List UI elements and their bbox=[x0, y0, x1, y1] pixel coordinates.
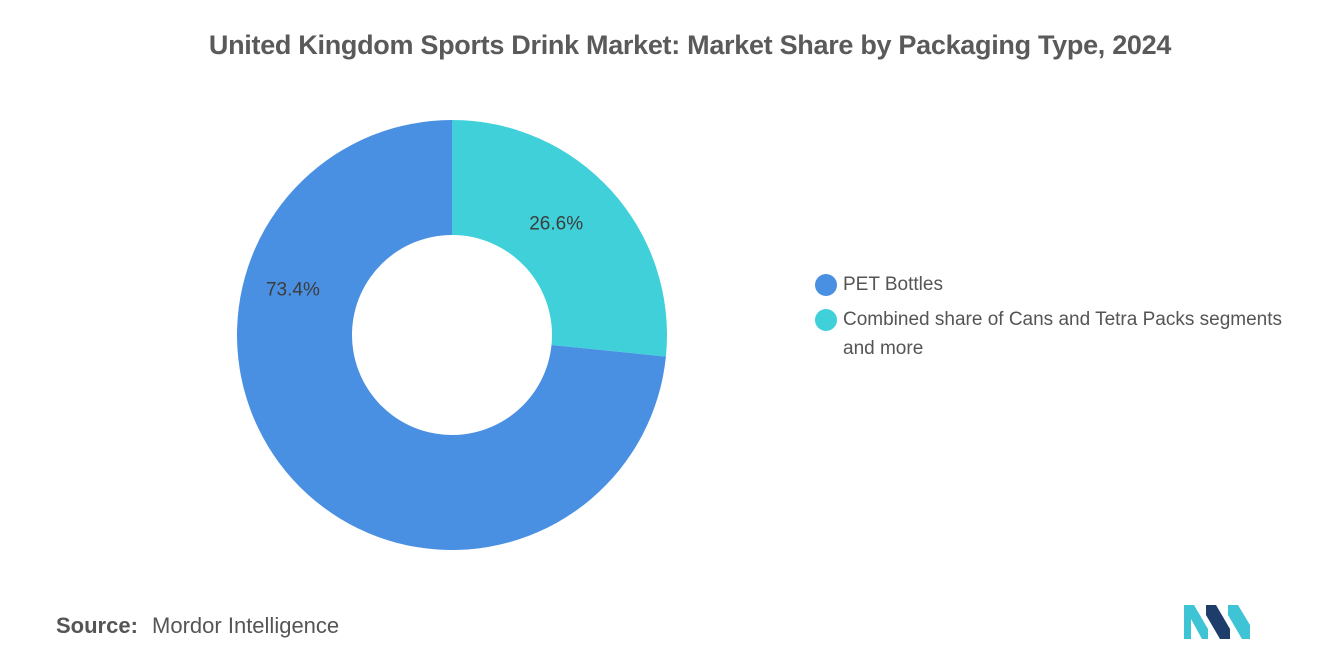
donut-slices bbox=[237, 120, 667, 550]
legend-item-pet-bottles: PET Bottles bbox=[815, 272, 1285, 299]
slice-label-cans-tetra: 26.6% bbox=[529, 214, 583, 235]
slice-pet-bottles bbox=[237, 120, 666, 550]
logo-shape-left bbox=[1184, 605, 1208, 639]
source-label: Source: bbox=[56, 613, 138, 638]
legend-swatch-pet-bottles bbox=[815, 274, 837, 296]
slice-labels: 26.6% 73.4% bbox=[266, 214, 583, 301]
slice-cans-tetra bbox=[452, 120, 667, 357]
donut-chart: 26.6% 73.4% bbox=[237, 120, 667, 550]
chart-title: United Kingdom Sports Drink Market: Mark… bbox=[208, 30, 1172, 60]
source-line: Source: Mordor Intelligence bbox=[56, 613, 339, 639]
legend-label-pet-bottles: PET Bottles bbox=[843, 274, 943, 295]
source-value: Mordor Intelligence bbox=[152, 613, 340, 638]
legend: PET Bottles Combined share of Cans and T… bbox=[815, 272, 1285, 371]
mordor-intelligence-logo bbox=[1184, 605, 1250, 639]
logo-shape-right bbox=[1228, 605, 1250, 639]
legend-swatch-cans-tetra bbox=[815, 309, 837, 331]
legend-label-cans-tetra: Combined share of Cans and Tetra Packs s… bbox=[843, 309, 1282, 359]
legend-item-cans-tetra: Combined share of Cans and Tetra Packs s… bbox=[815, 307, 1285, 363]
logo-shape-middle bbox=[1206, 605, 1230, 639]
slice-label-pet-bottles: 73.4% bbox=[266, 279, 320, 300]
